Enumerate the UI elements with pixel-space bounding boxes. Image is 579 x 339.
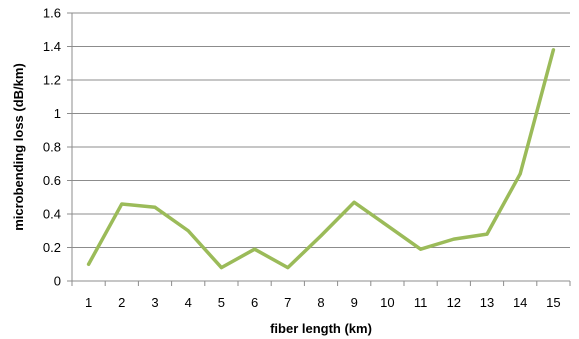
y-tick-label-7: 1.4 xyxy=(43,39,61,54)
data-point-9 xyxy=(385,224,389,228)
data-point-1 xyxy=(120,202,124,206)
x-axis-title: fiber length (km) xyxy=(270,321,372,336)
x-tick-label-0: 1 xyxy=(85,295,92,310)
x-tick-label-4: 5 xyxy=(218,295,225,310)
x-tick-label-6: 7 xyxy=(284,295,291,310)
y-tick-label-5: 1 xyxy=(54,106,61,121)
data-point-12 xyxy=(485,232,489,236)
y-tick-label-4: 0.8 xyxy=(43,140,61,155)
data-point-14 xyxy=(551,48,555,52)
x-tick-label-7: 8 xyxy=(317,295,324,310)
x-tick-label-12: 13 xyxy=(480,295,494,310)
data-point-11 xyxy=(452,237,456,241)
x-tick-label-2: 3 xyxy=(151,295,158,310)
x-tick-label-1: 2 xyxy=(118,295,125,310)
x-tick-label-9: 10 xyxy=(380,295,394,310)
y-tick-label-1: 0.2 xyxy=(43,240,61,255)
data-point-6 xyxy=(286,266,290,270)
x-tick-label-11: 12 xyxy=(447,295,461,310)
data-point-0 xyxy=(87,262,91,266)
x-tick-label-8: 9 xyxy=(351,295,358,310)
data-point-10 xyxy=(419,247,423,251)
y-axis-title: microbending loss (dB/km) xyxy=(11,63,26,231)
y-tick-label-2: 0.4 xyxy=(43,207,61,222)
y-tick-label-0: 0 xyxy=(54,274,61,289)
data-point-3 xyxy=(186,229,190,233)
x-tick-label-14: 15 xyxy=(546,295,560,310)
y-tick-label-3: 0.6 xyxy=(43,173,61,188)
y-tick-label-8: 1.6 xyxy=(43,6,61,21)
data-point-8 xyxy=(352,200,356,204)
data-point-13 xyxy=(518,172,522,176)
gridlines xyxy=(72,12,570,248)
axes xyxy=(67,12,571,286)
data-point-4 xyxy=(219,266,223,270)
data-point-5 xyxy=(253,247,257,251)
x-tick-label-10: 11 xyxy=(414,295,428,310)
data-point-2 xyxy=(153,205,157,209)
x-tick-label-13: 14 xyxy=(513,295,527,310)
y-tick-label-6: 1.2 xyxy=(43,73,61,88)
x-tick-labels: 1 2 3 4 5 6 7 8 9 10 11 12 13 14 15 xyxy=(85,295,561,310)
y-tick-labels: 0 0.2 0.4 0.6 0.8 1 1.2 1.4 1.6 xyxy=(43,6,61,289)
x-tick-label-3: 4 xyxy=(185,295,192,310)
x-tick-label-5: 6 xyxy=(251,295,258,310)
series-group xyxy=(86,48,556,270)
data-point-7 xyxy=(319,234,323,238)
